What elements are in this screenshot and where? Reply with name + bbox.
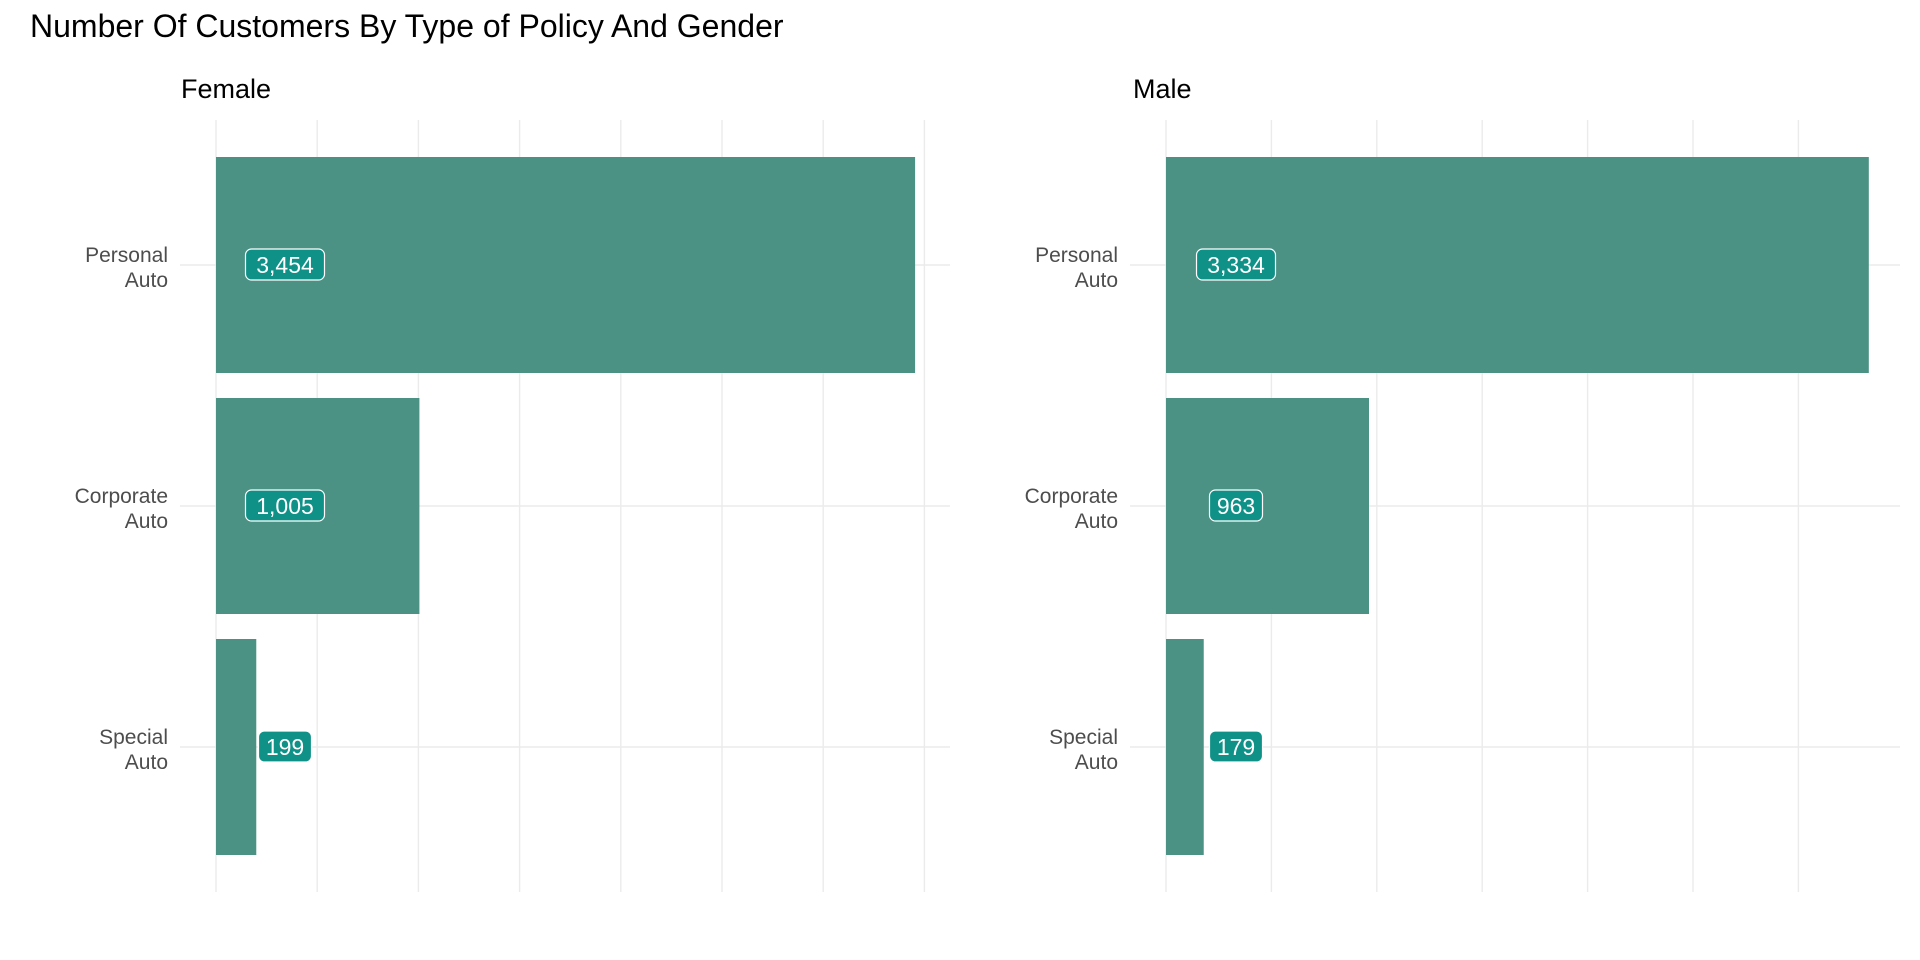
value-label: 179: [1217, 734, 1255, 760]
category-label: Corporate Auto: [75, 485, 168, 533]
bar-male-0: [1166, 157, 1869, 373]
value-label-box: [1208, 489, 1264, 522]
chart-title: Number Of Customers By Type of Policy An…: [30, 8, 784, 44]
value-label-box: [244, 248, 326, 281]
bar-male-1: [1166, 398, 1370, 614]
category-label: Special Auto: [99, 726, 168, 774]
value-label: 3,334: [1207, 252, 1265, 278]
bar-female-0: [216, 157, 916, 373]
value-label: 3,454: [256, 252, 314, 278]
value-label-box: [1195, 248, 1277, 281]
category-label: Corporate Auto: [1025, 485, 1118, 533]
panel-title-female: Female: [181, 74, 272, 104]
bar-female-2: [216, 639, 257, 855]
category-label: Personal Auto: [85, 244, 168, 292]
category-label: Personal Auto: [1035, 244, 1118, 292]
value-label-box: [257, 730, 313, 763]
panel-title-male: Male: [1133, 74, 1192, 104]
value-label-box: [244, 489, 326, 522]
value-label-box: [1208, 730, 1264, 763]
bar-male-2: [1166, 639, 1204, 855]
value-label: 199: [266, 734, 304, 760]
value-label: 963: [1217, 493, 1255, 519]
category-label: Special Auto: [1049, 726, 1118, 774]
value-label: 1,005: [256, 493, 314, 519]
